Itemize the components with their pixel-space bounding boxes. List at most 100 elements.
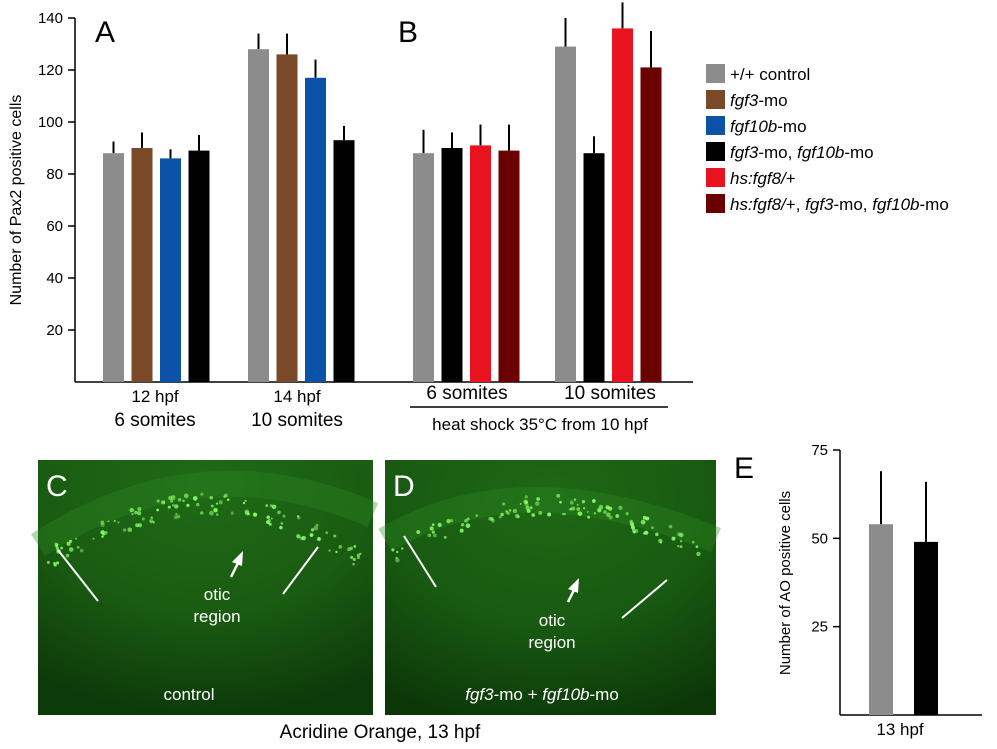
legend-entry-3: fgf3-mo, fgf10b-mo: [730, 143, 874, 162]
legend-entry-1: fgf3-mo: [730, 91, 788, 110]
b-bar-hs-fgf8-0: [470, 145, 491, 382]
fluorescent-cell: [136, 510, 142, 516]
fluorescent-cell: [592, 499, 596, 503]
fluorescent-cell: [531, 513, 535, 517]
fluorescent-cell: [695, 545, 699, 549]
a-bar-fgf10b-mo-0: [160, 158, 181, 382]
otic-region-label-c-1: otic: [204, 585, 231, 604]
group-label-14hpf: 14 hpf: [273, 387, 321, 406]
fluorescent-cell: [559, 500, 562, 504]
fluorescent-cell: [92, 537, 95, 540]
fluorescent-cell: [252, 512, 258, 517]
fluorescent-cell: [500, 512, 504, 517]
y-tick-label-80: 80: [46, 166, 63, 183]
y-tick-label-20: 20: [46, 322, 63, 339]
group-label-6-somites-b: 6 somites: [426, 383, 507, 404]
fluorescent-cell: [244, 510, 250, 516]
fluorescent-cell: [209, 495, 213, 500]
fluorescent-cell: [587, 515, 591, 519]
fluorescent-cell: [280, 522, 284, 525]
fluorescent-cell: [173, 515, 178, 520]
fluorescent-cell: [176, 514, 181, 519]
legend: +/+ control fgf3-mo fgf10b-mo fgf3-mo, fgf1…: [706, 64, 949, 214]
e-y-tick-label-75: 75: [811, 442, 828, 459]
fluorescent-cell: [127, 527, 133, 532]
fluorescent-cell: [182, 499, 185, 503]
otic-region-label-d-1: otic: [539, 611, 566, 630]
fluorescent-cell: [328, 549, 331, 552]
fluorescent-cell: [519, 502, 522, 505]
heat-shock-label: heat shock 35°C from 10 hpf: [432, 415, 648, 434]
fluorescent-cell: [676, 544, 680, 548]
fluorescent-cell: [195, 502, 200, 507]
fluorescent-cell: [315, 523, 319, 527]
fluorescent-cell: [571, 506, 576, 511]
otic-region-label-c-2: region: [193, 607, 240, 626]
fluorescent-cell: [266, 515, 270, 519]
fluorescent-cell: [466, 517, 470, 521]
fluorescent-cell: [691, 540, 695, 544]
fluorescent-cell: [68, 547, 74, 552]
fluorescent-cell: [313, 525, 319, 531]
group-label-12hpf: 12 hpf: [131, 387, 179, 406]
e-y-tick-label-25: 25: [811, 619, 828, 636]
group-sublabel-10-somites-a: 10 somites: [251, 410, 343, 431]
micrograph-c-background: [38, 460, 373, 715]
fluorescent-cell: [156, 499, 160, 503]
fluorescent-cell: [416, 530, 421, 534]
fluorescent-cell: [167, 505, 171, 509]
fluorescent-cell: [68, 539, 73, 544]
fluorescent-cell: [502, 502, 506, 506]
fluorescent-cell: [391, 548, 395, 552]
fluorescent-cell: [100, 520, 105, 525]
fluorescent-cell: [338, 545, 343, 549]
fluorescent-cell: [658, 538, 663, 544]
fluorescent-cell: [171, 503, 175, 507]
fluorescent-cell: [186, 503, 190, 508]
fluorescent-cell: [443, 535, 447, 539]
fluorescent-cell: [174, 504, 179, 509]
group-sublabel-6-somites-a: 6 somites: [114, 410, 195, 431]
fluorescent-cell: [177, 498, 182, 502]
fluorescent-cell: [46, 560, 50, 564]
y-tick-label-60: 60: [46, 218, 63, 235]
fluorescent-cell: [563, 512, 566, 516]
fluorescent-cells-c: [46, 492, 362, 567]
b-bar-hs-fgf8-1: [612, 28, 633, 383]
fluorescent-cell: [135, 523, 140, 528]
b-bar-control-1: [555, 46, 576, 382]
fluorescent-cell: [576, 507, 581, 512]
fluorescent-cell: [582, 507, 586, 510]
a-bar-fgf3-mo-fgf10b-mo-1: [333, 140, 355, 382]
b-bar-control-0: [413, 153, 434, 382]
fluorescent-cell: [569, 507, 572, 511]
fluorescent-cell: [67, 541, 70, 544]
fluorescent-cell: [210, 504, 214, 508]
fluorescent-cell: [156, 508, 160, 512]
fluorescent-cell: [526, 508, 531, 513]
fluorescent-cell: [581, 499, 586, 504]
y-tick-label-40: 40: [46, 270, 63, 287]
micrograph-d: otic region fgf3-mo + fgf10b-mo D: [378, 460, 721, 715]
fluorescent-cell: [65, 553, 70, 558]
y-tick-label-100: 100: [38, 114, 63, 131]
fluorescent-cell: [137, 507, 142, 511]
fluorescent-cell: [141, 517, 145, 521]
fluorescent-cell: [359, 552, 362, 556]
fluorescent-cell: [586, 510, 589, 513]
fluorescent-cell: [514, 513, 520, 519]
fluorescent-cell: [606, 512, 611, 517]
fluorescent-cell: [352, 562, 355, 566]
fluorescent-cell: [169, 499, 174, 503]
legend-swatch-0: [706, 64, 725, 83]
fluorescent-cell: [431, 523, 435, 526]
arrow-icon-d: [568, 578, 579, 593]
fluorescent-cell: [277, 510, 281, 515]
fluorescent-cell: [593, 512, 597, 515]
fluorescent-cell: [437, 522, 442, 528]
fluorescent-cell: [200, 492, 204, 496]
fluorescent-cell: [137, 523, 143, 528]
fluorescent-cell: [122, 528, 127, 532]
fluorescent-cell: [678, 532, 684, 538]
